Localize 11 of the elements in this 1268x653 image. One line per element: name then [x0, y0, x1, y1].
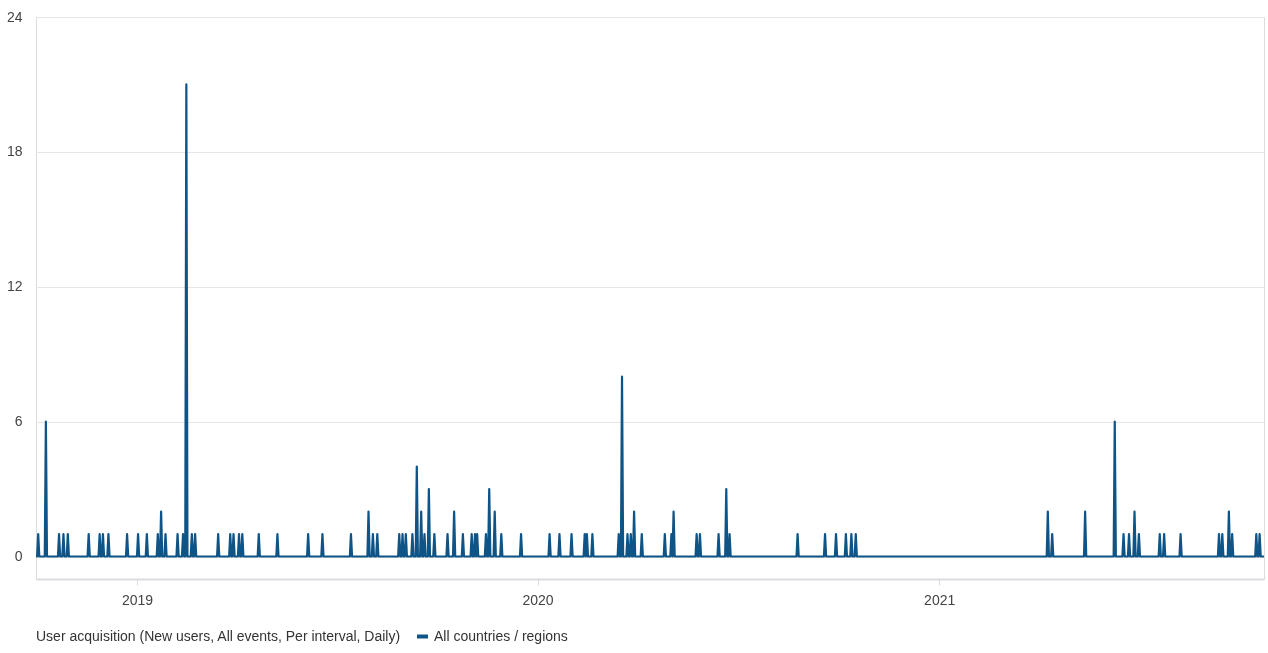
legend-label: All countries / regions	[434, 627, 568, 644]
legend-title: User acquisition (New users, All events, Per interval, Daily)	[36, 628, 401, 644]
y-tick-label: 0	[14, 548, 23, 565]
y-tick-label: 12	[6, 278, 23, 295]
y-tick-label: 6	[14, 413, 23, 430]
x-tick-label: 2020	[522, 591, 554, 608]
x-tick-label: 2021	[924, 591, 956, 608]
line-series	[34, 83, 1266, 558]
y-tick-label: 18	[6, 143, 23, 160]
y-tick-label: 24	[6, 8, 23, 25]
x-tick-label: 2019	[121, 591, 154, 608]
